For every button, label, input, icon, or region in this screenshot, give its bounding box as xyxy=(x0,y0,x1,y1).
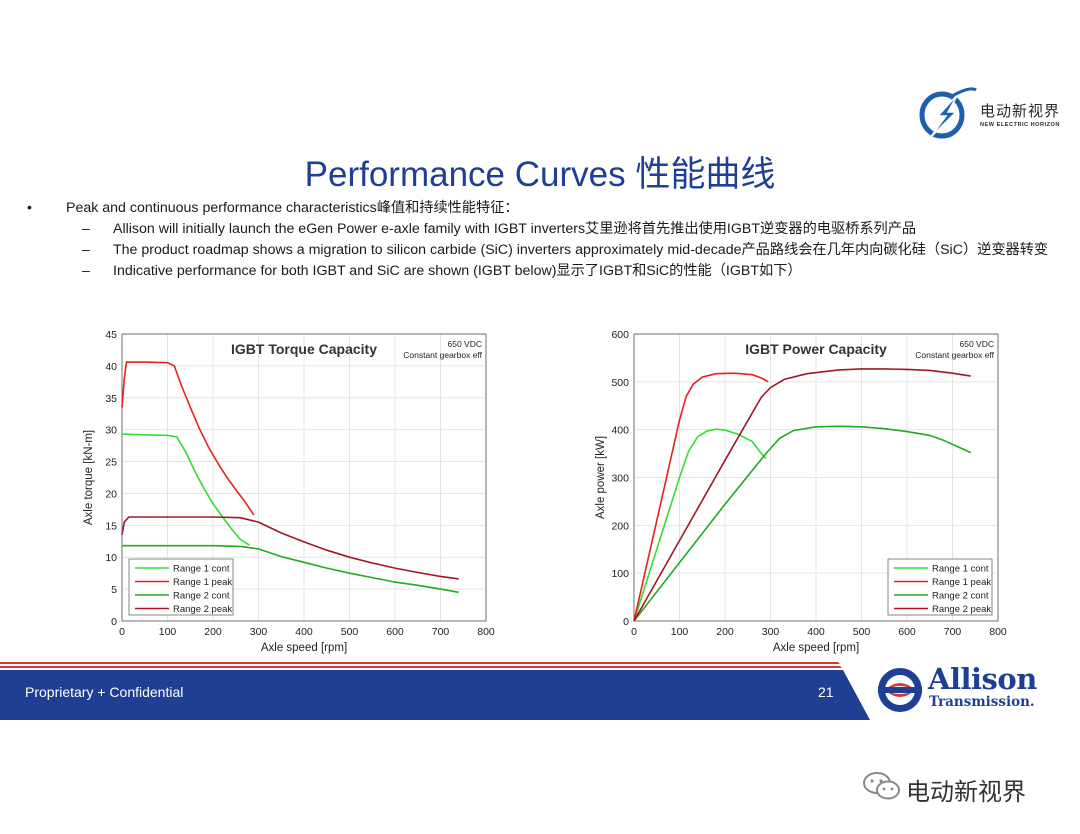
plot-frame xyxy=(121,333,487,622)
allison-brand-sub: Transmission. xyxy=(929,694,1035,710)
brand-logo: 电动新视界 NEW ELECTRIC HORIZON xyxy=(918,86,1078,146)
footer-band xyxy=(0,662,880,722)
x-tick-label: 200 xyxy=(716,626,734,638)
x-tick-label: 300 xyxy=(762,626,780,638)
x-tick-label: 700 xyxy=(944,626,962,638)
x-tick-label: 500 xyxy=(341,626,359,638)
y-tick-label: 200 xyxy=(611,520,629,532)
x-tick-label: 0 xyxy=(631,626,637,638)
x-tick-label: 800 xyxy=(477,626,495,638)
bullet-sub: – The product roadmap shows a migration … xyxy=(22,240,1052,261)
y-axis-label: Axle torque [kN-m] xyxy=(83,430,95,525)
x-tick-label: 100 xyxy=(671,626,689,638)
page-title: Performance Curves 性能曲线 xyxy=(304,155,776,194)
chart-annotation: 650 VDC xyxy=(960,339,995,349)
logo-english-text: NEW ELECTRIC HORIZON xyxy=(980,122,1060,128)
chart-annotation: 650 VDC xyxy=(448,339,483,349)
lightning-logo-icon xyxy=(919,87,977,139)
y-tick-label: 500 xyxy=(611,377,629,389)
chart-title: IGBT Torque Capacity xyxy=(231,341,377,357)
y-tick-label: 400 xyxy=(611,425,629,437)
x-axis-label: Axle speed [rpm] xyxy=(773,642,859,654)
series-line xyxy=(121,361,255,516)
power-chart: 0 100 200 300 400 500 600 700 800 0 100 200 300 400 50… xyxy=(595,329,1007,654)
y-tick-label: 5 xyxy=(111,584,117,596)
y-tick-label: 20 xyxy=(105,488,117,500)
legend-label: Range 1 peak xyxy=(173,577,232,588)
bullet-sub: – Indicative performance for both IGBT a… xyxy=(22,261,1052,282)
y-axis-label: Axle power [kW] xyxy=(595,436,607,519)
x-tick-label: 400 xyxy=(807,626,825,638)
y-tick-label: 35 xyxy=(105,393,117,405)
plot-frame xyxy=(633,333,999,622)
wechat-account-name: 电动新视界 xyxy=(906,778,1026,806)
y-tick-label: 100 xyxy=(611,568,629,580)
bullet-sub-text: Allison will initially launch the eGen P… xyxy=(113,221,917,237)
legend-label: Range 1 cont xyxy=(173,564,230,575)
bullet-sub-text: The product roadmap shows a migration to… xyxy=(113,242,1049,258)
x-tick-label: 100 xyxy=(159,626,177,638)
legend-label: Range 2 peak xyxy=(932,604,991,615)
bullet-dash: – xyxy=(82,263,90,279)
series-line xyxy=(633,372,769,622)
chart-title: IGBT Power Capacity xyxy=(745,341,887,357)
y-tick-label: 45 xyxy=(105,329,117,341)
series-line xyxy=(121,516,459,580)
legend-label: Range 2 cont xyxy=(173,591,230,602)
wechat-watermark: 电动新视界 xyxy=(862,768,1062,806)
x-tick-label: 300 xyxy=(250,626,268,638)
x-tick-label: 500 xyxy=(853,626,871,638)
bullet-dot: • xyxy=(27,200,32,216)
bullet-sub: – Allison will initially launch the eGen… xyxy=(22,219,1052,240)
bullet-list: • Peak and continuous performance charac… xyxy=(22,198,1052,282)
legend-label: Range 2 peak xyxy=(173,604,232,615)
bullet-dash: – xyxy=(82,221,90,237)
x-tick-label: 600 xyxy=(898,626,916,638)
allison-brand-name: Allison xyxy=(928,662,1037,696)
y-tick-label: 40 xyxy=(105,361,117,373)
series-line xyxy=(121,433,250,546)
confidential-label: Proprietary + Confidential xyxy=(25,684,184,700)
y-tick-label: 15 xyxy=(105,520,117,532)
legend-label: Range 1 peak xyxy=(932,577,991,588)
legend-label: Range 1 cont xyxy=(932,564,989,575)
x-axis-label: Axle speed [rpm] xyxy=(261,642,347,654)
series-line xyxy=(633,368,971,622)
torque-chart: 0 100 200 300 400 500 600 700 800 0 5 10 15 20 25 30 35 4… xyxy=(83,329,495,654)
y-tick-label: 30 xyxy=(105,425,117,437)
y-tick-label: 0 xyxy=(111,616,117,628)
bullet-dash: – xyxy=(82,242,90,258)
chart-annotation: Constant gearbox eff xyxy=(403,350,482,360)
allison-emblem-icon xyxy=(878,668,922,712)
y-tick-label: 300 xyxy=(611,473,629,485)
x-tick-label: 0 xyxy=(119,626,125,638)
chart-annotation: Constant gearbox eff xyxy=(915,350,994,360)
bullet-main: • Peak and continuous performance charac… xyxy=(22,198,1052,219)
legend-label: Range 2 cont xyxy=(932,591,989,602)
y-tick-label: 600 xyxy=(611,329,629,341)
bullet-sub-text: Indicative performance for both IGBT and… xyxy=(113,263,802,279)
y-tick-label: 25 xyxy=(105,457,117,469)
x-tick-label: 700 xyxy=(432,626,450,638)
y-tick-label: 0 xyxy=(623,616,629,628)
series-line xyxy=(633,428,767,622)
series-line xyxy=(122,544,459,594)
series-line xyxy=(633,425,972,622)
y-tick-label: 10 xyxy=(105,552,117,564)
footer-stripes xyxy=(0,662,870,720)
page-number: 21 xyxy=(818,684,834,700)
x-tick-label: 800 xyxy=(989,626,1007,638)
wechat-icon xyxy=(863,772,900,800)
allison-logo: Allison Transmission. xyxy=(876,660,1076,716)
x-tick-label: 400 xyxy=(295,626,313,638)
bullet-main-text: Peak and continuous performance characte… xyxy=(66,200,519,216)
x-tick-label: 600 xyxy=(386,626,404,638)
logo-chinese-text: 电动新视界 xyxy=(980,102,1061,120)
x-tick-label: 200 xyxy=(204,626,222,638)
